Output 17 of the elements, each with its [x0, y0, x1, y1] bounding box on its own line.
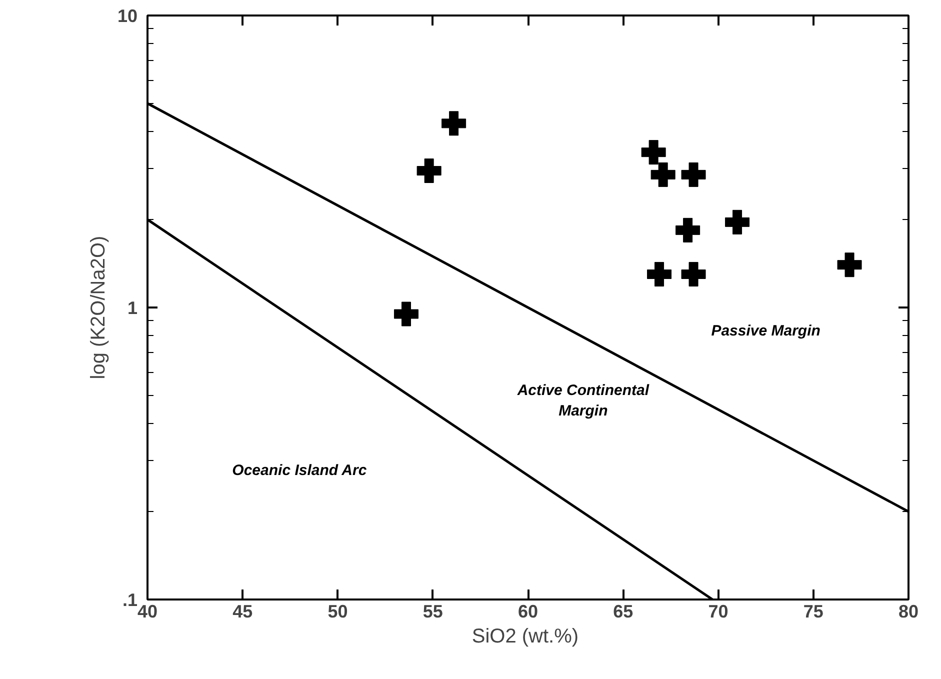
- annotation: Oceanic Island Arc: [232, 462, 368, 479]
- x-tick-label: 60: [518, 602, 538, 622]
- x-tick-label: 40: [137, 602, 158, 622]
- y-tick-label: .1: [122, 590, 138, 610]
- annotation: Active Continental Margin: [516, 382, 650, 420]
- x-axis-title: SiO2 (wt.%): [472, 626, 579, 648]
- y-axis-title: log (K2O/Na2O): [87, 236, 110, 380]
- y-tick-label: 10: [117, 6, 138, 26]
- x-tick-label: 45: [232, 602, 253, 622]
- x-tick-label: 80: [898, 602, 919, 622]
- annotation: Passive Margin: [711, 322, 820, 340]
- y-tick-label: 1: [127, 298, 138, 318]
- x-tick-label: 70: [708, 602, 728, 622]
- x-tick-label: 65: [613, 602, 634, 622]
- x-tick-label: 50: [328, 602, 348, 622]
- x-tick-label: 55: [422, 602, 443, 622]
- x-tick-label: 75: [803, 602, 824, 622]
